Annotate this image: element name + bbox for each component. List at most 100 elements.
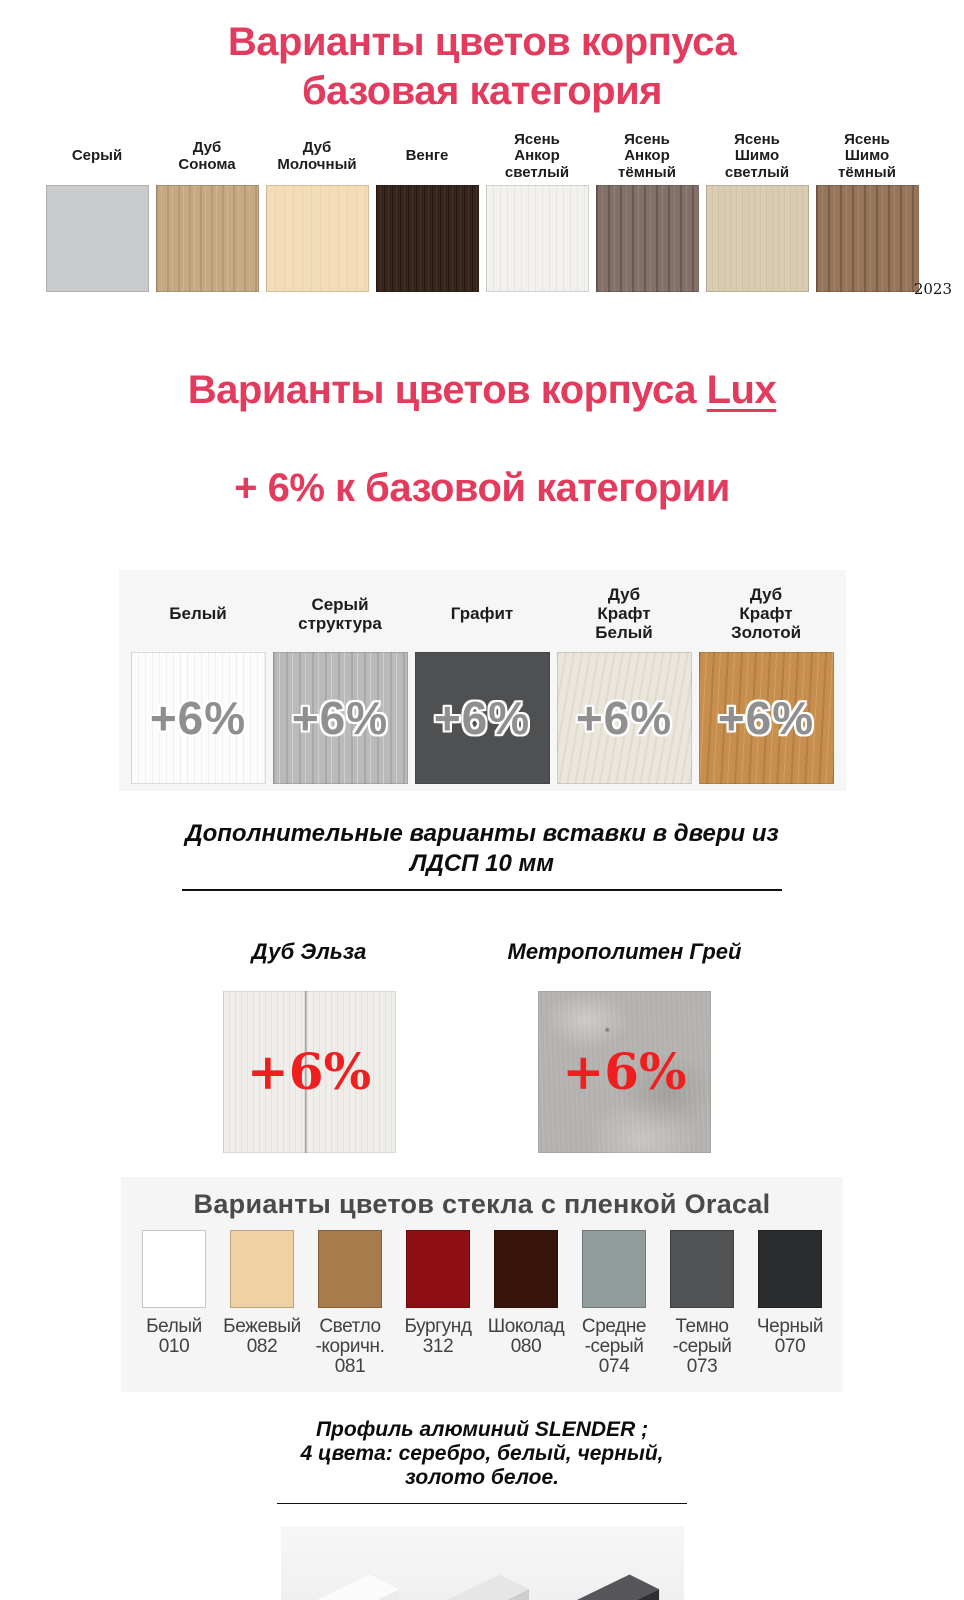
base-color-item: Серый (45, 132, 149, 292)
base-color-label: Венге (405, 147, 449, 165)
oracal-section-title: Варианты цветов стекла с пленкой Oracal (193, 1188, 771, 1219)
lux-color-label: Серый структура (298, 594, 382, 633)
ldsp-section-title: Дополнительные варианты вставки в двери … (185, 819, 779, 877)
base-color-item: Ясень Шимо светлый (705, 130, 809, 292)
ldsp-color-item: Метрополитен Грей +6% (507, 938, 742, 1153)
base-color-label: Ясень Анкор тёмный (618, 130, 676, 181)
lux-color-item: Белый +6% (130, 584, 266, 784)
oracal-color-item: Темно -серый 073 (670, 1229, 734, 1378)
lux-color-label: Графит (450, 604, 514, 624)
lux-color-swatch: +6% (272, 651, 408, 784)
base-color-item: Дуб Молочный (265, 132, 369, 292)
oracal-colors-panel: Варианты цветов стекла с пленкой Oracal … (121, 1176, 843, 1392)
ldsp-color-swatch: +6% (537, 990, 711, 1153)
oracal-color-swatch (494, 1229, 558, 1308)
surcharge-badge: +6% (149, 691, 247, 744)
lux-color-swatch: +6% (414, 651, 550, 784)
base-color-swatch (375, 184, 479, 292)
profile-sample-white: Белый гладкий (289, 1561, 415, 1600)
base-color-swatch (595, 184, 699, 292)
lux-section-title: Варианты цветов корпуса Lux + 6% к базов… (0, 318, 964, 562)
lux-title-line2: + 6% к базовой категории (234, 465, 730, 510)
base-color-swatch (705, 184, 809, 292)
base-color-swatch (45, 184, 149, 292)
profile-photo: Белый гладкий Серебро (280, 1525, 684, 1600)
surcharge-badge: +6% (433, 691, 531, 744)
profile-photo-wrap: Белый гладкий Серебро (280, 1525, 684, 1600)
base-color-item: Ясень Шимо тёмный (815, 130, 919, 292)
base-color-swatch (485, 184, 589, 292)
base-color-swatch (265, 184, 369, 292)
base-color-swatch (155, 184, 259, 292)
base-section-title: Варианты цветов корпуса базовая категори… (227, 20, 737, 113)
profile-sample-black: Чёрный шагрень (549, 1561, 675, 1600)
oracal-color-swatch (318, 1229, 382, 1308)
oracal-color-label: Светло -коричн. 081 (315, 1315, 385, 1378)
surcharge-badge: +6% (575, 691, 673, 744)
ldsp-color-item: Дуб Эльза +6% (222, 938, 396, 1153)
lux-title-prefix: Варианты цветов корпуса (187, 368, 707, 413)
base-colors-row: Серый Дуб Сонома Дуб Молочный Венге Ясен… (0, 130, 964, 298)
base-color-label: Ясень Шимо тёмный (838, 130, 896, 181)
lux-color-swatch: +6% (130, 651, 266, 784)
lux-color-item: Серый структура +6% (272, 584, 408, 784)
lux-colors-panel: Белый +6% Серый структура +6% Графит +6%… (118, 569, 846, 791)
base-color-item: Венге (375, 132, 479, 292)
oracal-color-label: Бургунд 312 (404, 1315, 472, 1357)
oracal-color-swatch (670, 1229, 734, 1308)
lux-color-item: Графит +6% (414, 584, 550, 784)
oracal-color-item: Бургунд 312 (404, 1229, 472, 1378)
base-color-item: Дуб Сонома (155, 132, 259, 292)
lux-color-label: Белый (169, 604, 227, 624)
profile-divider (277, 1502, 687, 1504)
oracal-color-label: Шоколад 080 (487, 1315, 565, 1357)
aluminium-profile-icon (446, 1574, 530, 1600)
oracal-color-swatch (406, 1229, 470, 1308)
base-color-label: Ясень Анкор светлый (504, 130, 570, 181)
lux-color-item: Дуб Крафт Белый +6% (556, 584, 692, 784)
surcharge-badge-red: +6% (562, 1042, 687, 1102)
aluminium-profile-icon (576, 1574, 660, 1600)
lux-color-item: Дуб Крафт Золотой +6% (698, 584, 834, 784)
oracal-color-swatch (142, 1229, 206, 1308)
lux-title-line1: Варианты цветов корпуса Lux (0, 366, 964, 415)
aluminium-profile-icon (315, 1574, 399, 1600)
oracal-color-swatch (758, 1229, 822, 1308)
base-color-item: Ясень Анкор светлый (485, 130, 589, 292)
oracal-color-item: Шоколад 080 (488, 1229, 565, 1378)
base-color-swatch (815, 184, 919, 292)
oracal-color-item: Черный 070 (757, 1229, 823, 1378)
oracal-color-label: Белый 010 (146, 1315, 202, 1357)
base-color-label: Серый (71, 147, 123, 165)
oracal-color-item: Бежевый 082 (223, 1229, 301, 1378)
oracal-color-item: Белый 010 (142, 1229, 206, 1378)
profile-section-title: Профиль алюминий SLENDER ; 4 цвета: сере… (300, 1417, 664, 1490)
lux-color-swatch: +6% (698, 651, 834, 784)
lux-title-link[interactable]: Lux (706, 368, 777, 413)
oracal-color-swatch (230, 1229, 294, 1308)
lux-color-swatch: +6% (556, 651, 692, 784)
oracal-color-label: Средне -серый 074 (581, 1315, 647, 1378)
profile-sample-silver: Серебро (419, 1561, 545, 1600)
base-color-label: Дуб Сонома (178, 139, 236, 173)
surcharge-badge-red: +6% (246, 1042, 372, 1102)
base-color-label: Ясень Шимо светлый (724, 130, 790, 181)
ldsp-color-label: Метрополитен Грей (507, 938, 742, 964)
ldsp-colors-row: Дуб Эльза +6% Метрополитен Грей +6% (0, 939, 964, 1153)
oracal-color-item: Средне -серый 074 (582, 1229, 646, 1378)
oracal-color-item: Светло -коричн. 081 (315, 1229, 385, 1378)
surcharge-badge: +6% (717, 691, 815, 744)
year-note: 2023 (913, 279, 952, 298)
oracal-color-swatch (582, 1229, 646, 1308)
oracal-color-label: Черный 070 (756, 1315, 824, 1357)
surcharge-badge: +6% (291, 691, 389, 744)
base-color-label: Дуб Молочный (277, 139, 357, 173)
ldsp-color-label: Дуб Эльза (251, 938, 367, 964)
oracal-color-label: Бежевый 082 (223, 1315, 301, 1357)
lux-color-label: Дуб Крафт Золотой (730, 585, 802, 643)
lux-color-label: Дуб Крафт Белый (595, 585, 653, 643)
base-color-item: Ясень Анкор тёмный (595, 130, 699, 292)
ldsp-color-swatch: +6% (222, 990, 396, 1153)
oracal-color-label: Темно -серый 073 (672, 1315, 732, 1378)
